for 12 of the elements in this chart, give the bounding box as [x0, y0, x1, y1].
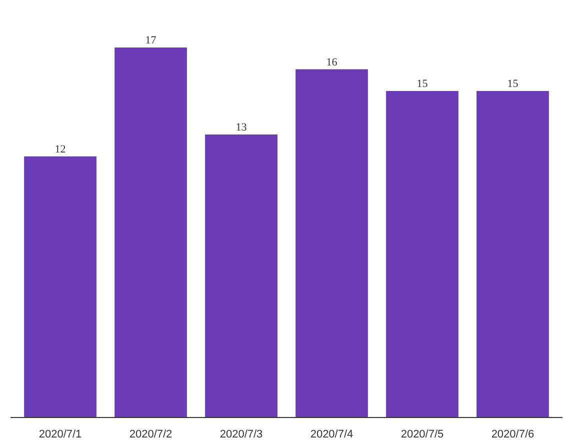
data-label: 12 [54, 143, 66, 156]
data-label: 17 [145, 34, 157, 46]
data-label: 13 [236, 122, 248, 134]
x-tick-label: 2020/7/6 [491, 428, 534, 440]
data-label: 15 [507, 78, 519, 90]
x-tick-label: 2020/7/5 [400, 428, 444, 440]
data-label: 16 [326, 56, 338, 68]
x-tick-label: 2020/7/3 [220, 428, 263, 440]
x-tick-label: 2020/7/1 [38, 428, 82, 440]
x-tick-label: 2020/7/2 [129, 428, 172, 440]
x-tick-label: 2020/7/4 [310, 428, 354, 440]
data-label: 15 [416, 78, 428, 90]
